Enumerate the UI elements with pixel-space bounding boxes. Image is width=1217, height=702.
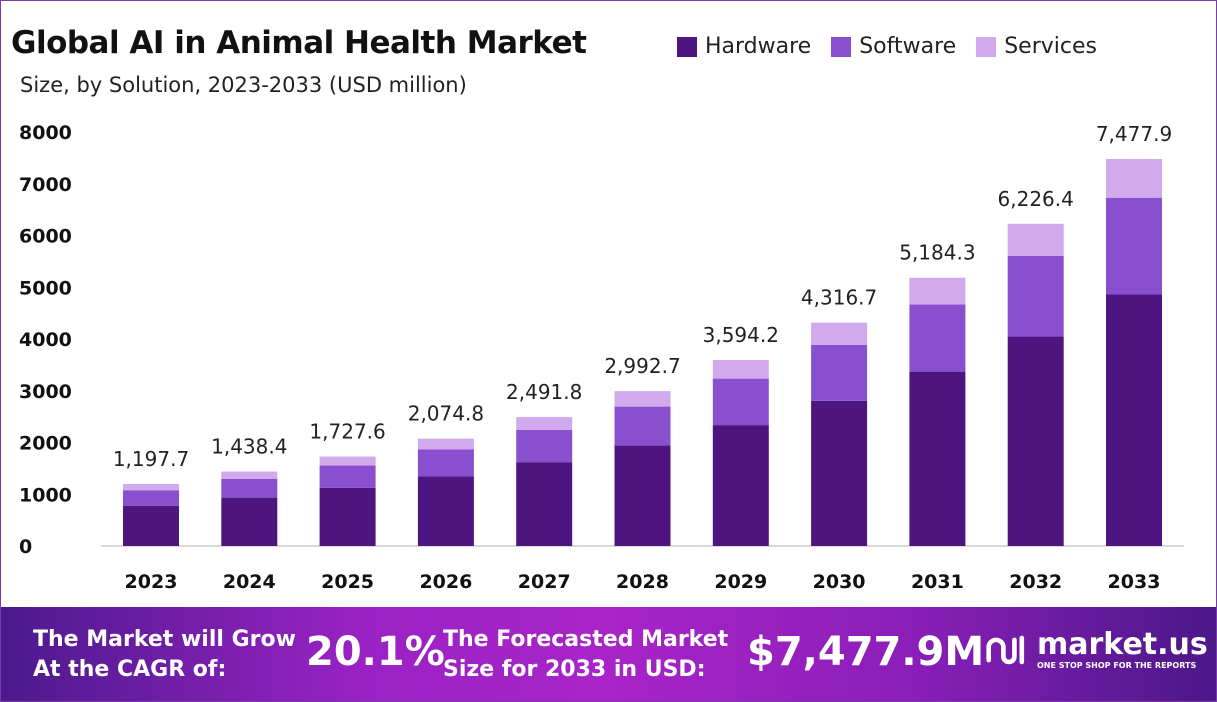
x-tick-label: 2025	[321, 571, 374, 593]
y-tick-label: 6000	[19, 226, 72, 248]
legend-label: Software	[859, 34, 957, 59]
x-tick-label: 2029	[714, 571, 767, 593]
chart-title: Global AI in Animal Health Market	[11, 25, 587, 61]
y-tick-label: 1000	[19, 484, 72, 506]
bar-segment-software	[516, 429, 573, 463]
brand-name: market.us	[1037, 627, 1208, 662]
y-tick-label: 5000	[19, 277, 72, 299]
brand-mark-icon	[986, 635, 1025, 665]
bar-segment-software	[123, 490, 179, 506]
forecast-label-line: Size for 2033 in USD:	[443, 657, 706, 682]
bar-segment-hardware	[1106, 294, 1162, 546]
legend-label: Hardware	[705, 34, 812, 59]
legend-swatch	[831, 36, 852, 57]
y-tick-label: 4000	[19, 329, 72, 351]
bar-segment-software	[319, 465, 376, 488]
x-tick-label: 2032	[1009, 571, 1062, 593]
bar-segment-hardware	[1007, 336, 1064, 546]
legend-label: Services	[1004, 34, 1097, 59]
bar-segment-hardware	[319, 487, 376, 546]
forecast-label: The Forecasted Market Size for 2033 in US…	[443, 625, 728, 685]
bar-segment-hardware	[712, 425, 769, 546]
bar-segment-hardware	[123, 505, 179, 546]
bar-segment-services	[1106, 159, 1162, 198]
bar-segment-services	[811, 322, 868, 345]
bar-segment-services	[1007, 223, 1064, 257]
forecast-label-line: The Forecasted Market	[443, 627, 729, 652]
brand-logo: market.us ONE STOP SHOP FOR THE REPORTS	[985, 629, 1208, 671]
bar-segment-software	[909, 304, 966, 372]
x-tick-label: 2033	[1108, 571, 1161, 593]
data-label: 1,438.4	[211, 435, 287, 459]
legend-item-hardware: Hardware	[677, 34, 811, 59]
x-tick-label: 2030	[813, 571, 866, 593]
x-tick-label: 2027	[518, 571, 571, 593]
data-label: 6,226.4	[998, 187, 1074, 211]
forecast-value: $7,477.9M	[747, 629, 985, 675]
bar-segment-software	[712, 378, 769, 426]
data-label: 2,992.7	[604, 354, 680, 378]
x-tick-label: 2024	[223, 571, 276, 593]
y-tick-label: 2000	[19, 433, 72, 455]
bar-segment-services	[417, 438, 474, 450]
bar-segment-hardware	[221, 497, 278, 546]
bar-segment-hardware	[909, 371, 966, 546]
bar-segment-software	[811, 344, 868, 401]
legend-swatch	[677, 36, 697, 57]
bar-segment-services	[319, 456, 376, 466]
x-tick-label: 2023	[125, 571, 178, 593]
bar-segment-software	[1106, 197, 1162, 295]
y-tick-label: 0	[19, 536, 32, 558]
bar-segment-services	[516, 417, 573, 430]
data-label: 2,491.8	[506, 380, 582, 404]
cagr-value: 20.1%	[306, 629, 445, 675]
bar-segment-hardware	[417, 476, 474, 546]
cagr-label-line: The Market will Grow	[33, 627, 296, 652]
bar-segment-services	[123, 484, 179, 491]
bar-segment-services	[614, 391, 671, 407]
data-label: 7,477.9	[1096, 122, 1172, 146]
brand-tagline: ONE STOP SHOP FOR THE REPORTS	[1037, 661, 1197, 670]
legend: Hardware Software Services	[677, 34, 1097, 59]
chart-subtitle: Size, by Solution, 2023-2033 (USD millio…	[20, 73, 467, 97]
data-label: 1,197.7	[113, 447, 189, 471]
data-label: 3,594.2	[703, 323, 779, 347]
cagr-label: The Market will Grow At the CAGR of:	[33, 625, 296, 685]
bar-segment-services	[712, 360, 769, 379]
bar-segment-services	[221, 471, 278, 480]
cagr-label-line: At the CAGR of:	[33, 657, 227, 682]
bar-segment-services	[909, 277, 966, 305]
plot-area: 0 1000 2000 3000 4000 5000 6000 7000 8000 2023 1,1…	[19, 122, 1184, 593]
y-tick-label: 3000	[19, 381, 72, 403]
bar-segment-software	[1007, 256, 1064, 337]
y-tick-label: 8000	[19, 122, 72, 144]
x-tick-label: 2028	[616, 571, 669, 593]
y-tick-label: 7000	[19, 174, 72, 196]
data-label: 4,316.7	[801, 286, 877, 310]
x-tick-label: 2031	[911, 571, 964, 593]
bar-segment-hardware	[614, 445, 671, 546]
legend-swatch	[976, 36, 997, 57]
bar-segment-software	[221, 479, 278, 498]
bar-segment-software	[417, 449, 474, 477]
data-label: 2,074.8	[408, 402, 484, 426]
legend-item-services: Services	[976, 34, 1097, 59]
bar-segment-hardware	[811, 400, 868, 546]
legend-item-software: Software	[831, 34, 956, 59]
bar-segment-software	[614, 406, 671, 446]
x-tick-label: 2026	[419, 571, 472, 593]
footer-banner: The Market will Grow At the CAGR of: 20.1…	[1, 607, 1216, 701]
data-label: 5,184.3	[899, 241, 975, 265]
data-label: 1,727.6	[309, 420, 385, 444]
bar-segment-hardware	[516, 462, 573, 546]
